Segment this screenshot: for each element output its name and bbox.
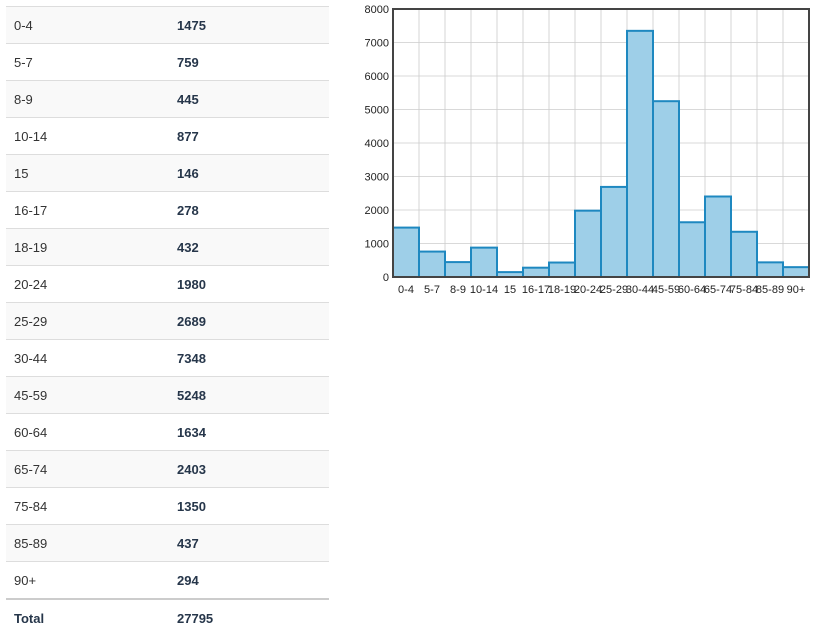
total-value: 27795 [169,598,329,636]
y-tick-label: 4000 [365,138,389,150]
y-tick-labels: 0 1000 2000 3000 4000 5000 6000 7000 8000 [365,4,389,284]
bar-75-84 [730,230,758,278]
table-row: 18-19 432 [6,228,329,266]
x-tick-label: 0-4 [398,284,414,296]
table-row: 10-14 877 [6,117,329,155]
age-group-count: 278 [169,191,329,229]
x-tick-label: 65-74 [704,284,732,296]
total-label: Total [6,598,169,636]
age-group-count: 759 [169,43,329,81]
age-group-count: 7348 [169,339,329,377]
x-tick-label: 10-14 [470,284,498,296]
age-distribution-chart: 0 1000 2000 3000 4000 5000 6000 7000 8000 0-4 5-7… [365,4,810,296]
table-row: 90+ 294 [6,561,329,599]
age-group-count: 146 [169,154,329,192]
y-tick-label: 3000 [365,172,389,184]
y-tick-label: 0 [383,272,389,284]
table-row: 85-89 437 [6,524,329,562]
age-group-label: 60-64 [6,413,169,451]
bar-5-7 [418,250,446,279]
table-row: 65-74 2403 [6,450,329,488]
bar-25-29 [600,185,628,278]
x-tick-label: 18-19 [548,284,576,296]
plot-frame [392,8,810,278]
total-row: Total 27795 [6,598,329,636]
age-group-label: 75-84 [6,487,169,525]
x-tick-label: 85-89 [756,284,784,296]
age-group-label: 25-29 [6,302,169,340]
age-group-label: 30-44 [6,339,169,377]
x-tick-label: 45-59 [652,284,680,296]
bar-45-59 [652,100,680,278]
age-group-count: 2689 [169,302,329,340]
age-group-label: 16-17 [6,191,169,229]
y-tick-label: 7000 [365,38,389,50]
table-row: 0-4 1475 [6,6,329,44]
x-tick-label: 20-24 [574,284,602,296]
table-row: 5-7 759 [6,43,329,81]
age-group-count: 432 [169,228,329,266]
y-tick-label: 2000 [365,205,389,217]
age-group-count: 294 [169,561,329,599]
table-row: 15 146 [6,154,329,192]
bar-18-19 [548,261,576,279]
x-tick-labels: 0-4 5-7 8-9 10-14 15 16-1718-1920-2425-2930-4… [398,284,805,296]
x-tick-label: 30-44 [626,284,654,296]
x-tick-label: 16-17 [522,284,550,296]
table-row: 25-29 2689 [6,302,329,340]
table-row: 20-24 1980 [6,265,329,303]
x-tick-label: 8-9 [450,284,466,296]
bar-8-9 [444,261,472,278]
age-group-count: 877 [169,117,329,155]
x-tick-label: 75-84 [730,284,758,296]
bar-85-89 [756,261,784,279]
age-group-label: 8-9 [6,80,169,118]
age-group-count: 1980 [169,265,329,303]
bar-65-74 [704,195,732,278]
x-tick-label: 90+ [787,284,806,296]
x-tick-label: 25-29 [600,284,628,296]
bar-90+ [782,266,810,279]
y-tick-label: 5000 [365,105,389,117]
age-group-count: 1634 [169,413,329,451]
age-group-count: 2403 [169,450,329,488]
age-group-count: 1350 [169,487,329,525]
table-row: 30-44 7348 [6,339,329,377]
age-group-count: 437 [169,524,329,562]
x-tick-label: 15 [504,284,516,296]
bars [392,29,810,279]
bar-0-4 [392,226,420,278]
age-group-label: 65-74 [6,450,169,488]
x-tick-label: 5-7 [424,284,440,296]
age-group-label: 18-19 [6,228,169,266]
age-group-count: 445 [169,80,329,118]
age-group-label: 10-14 [6,117,169,155]
age-group-label: 45-59 [6,376,169,414]
y-tick-label: 6000 [365,71,389,83]
bar-10-14 [470,246,498,278]
age-group-label: 5-7 [6,43,169,81]
bar-60-64 [678,221,706,278]
table-row: 60-64 1634 [6,413,329,451]
table-row: 16-17 278 [6,191,329,229]
age-group-label: 85-89 [6,524,169,562]
age-group-label: 90+ [6,561,169,599]
table-row: 8-9 445 [6,80,329,118]
age-group-label: 20-24 [6,265,169,303]
y-tick-label: 8000 [365,4,389,16]
table-row: 75-84 1350 [6,487,329,525]
table-row: 45-59 5248 [6,376,329,414]
bar-30-44 [626,29,654,279]
x-tick-label: 60-64 [678,284,706,296]
age-group-label: 0-4 [6,6,169,44]
age-group-table: 0-4 1475 5-7 759 8-9 445 10-14 877 15 146 16-17 278… [6,6,329,636]
bar-20-24 [574,209,602,278]
age-group-count: 1475 [169,6,329,44]
y-tick-label: 1000 [365,239,389,251]
bar-16-17 [522,266,550,279]
age-group-label: 15 [6,154,169,192]
age-group-count: 5248 [169,376,329,414]
